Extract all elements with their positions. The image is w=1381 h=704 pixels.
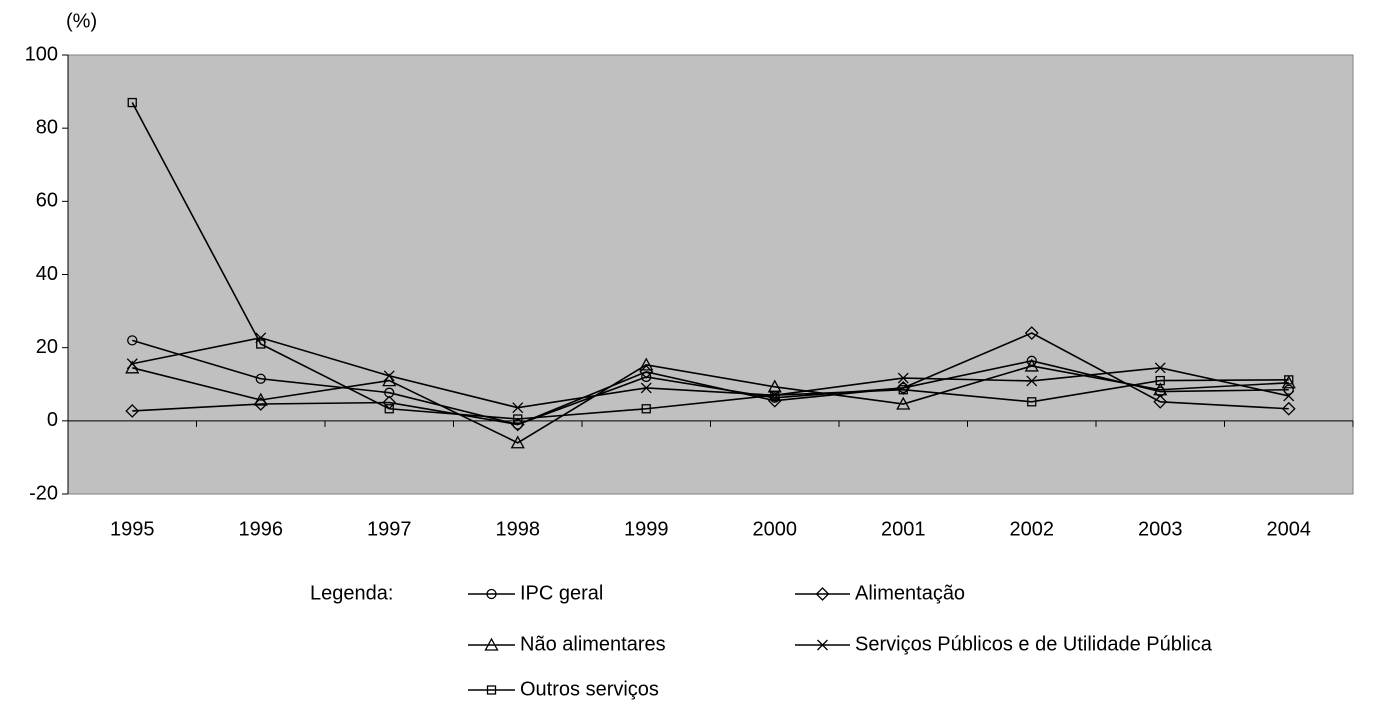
x-tick-label: 1996 [239,518,284,540]
data-point [770,390,780,400]
data-point [127,335,138,346]
legend-marker [486,685,497,695]
y-tick-label: 20 [36,336,58,358]
x-tick-label: 2000 [753,518,798,540]
data-point [125,404,140,418]
legend-marker [817,639,828,651]
y-tick-label: 80 [36,116,58,138]
y-tick-label: -20 [29,482,58,504]
x-tick-label: 2004 [1267,518,1312,540]
data-point [898,385,908,395]
x-tick-label: 1995 [110,518,155,540]
series-line [132,339,1289,426]
data-point [1155,375,1165,386]
y-tick-label: 60 [36,190,58,212]
series-line [132,336,1289,409]
data-point [897,372,909,384]
x-tick-label: 2003 [1138,518,1183,540]
data-point [127,97,137,108]
x-tick-label: 1998 [496,518,541,540]
series-line [131,102,1289,420]
data-point [1153,382,1168,396]
data-point [1284,375,1294,385]
legend-marker [484,637,499,651]
data-point [255,373,266,384]
data-point [1024,358,1039,372]
data-point [126,358,138,370]
data-point [1027,397,1037,407]
legend-label: Serviços Públicos e de Utilidade Pública [855,633,1213,655]
data-point [1153,394,1168,409]
data-point [1154,362,1166,374]
y-tick-label: 0 [47,409,58,431]
data-point [255,332,267,344]
data-point [1283,384,1294,395]
plot-area [67,54,1354,495]
y-tick-label: 100 [25,43,58,65]
data-point [1283,390,1295,402]
y-tick-label: 40 [36,263,58,285]
legend-label: Não alimentares [520,633,666,655]
legend-label: Legenda: [310,582,393,604]
series-line [132,364,1289,444]
y-axis-label: (%) [66,10,97,32]
legend-label: Outros serviços [520,678,659,700]
x-tick-label: 2001 [881,518,926,540]
data-point [1281,375,1296,389]
data-point [640,382,652,394]
legend-label: IPC geral [520,582,603,604]
data-point [1024,326,1039,340]
data-point [384,404,394,414]
x-tick-label: 1999 [624,518,669,540]
data-point [639,357,654,371]
data-point [510,435,525,449]
data-point [513,414,523,424]
data-point [1026,375,1038,387]
data-point [512,402,524,414]
x-tick-label: 1997 [367,518,412,540]
series-line [132,332,1289,426]
legend-marker [486,588,497,600]
data-point [383,370,395,382]
legend-label: Alimentação [855,582,965,604]
x-tick-label: 2002 [1010,518,1055,540]
data-point [382,373,397,387]
legend-marker [815,587,830,601]
data-point [641,404,651,414]
data-point [1281,401,1296,416]
data-point [896,396,911,410]
data-point [256,339,266,349]
data-point [253,392,268,406]
